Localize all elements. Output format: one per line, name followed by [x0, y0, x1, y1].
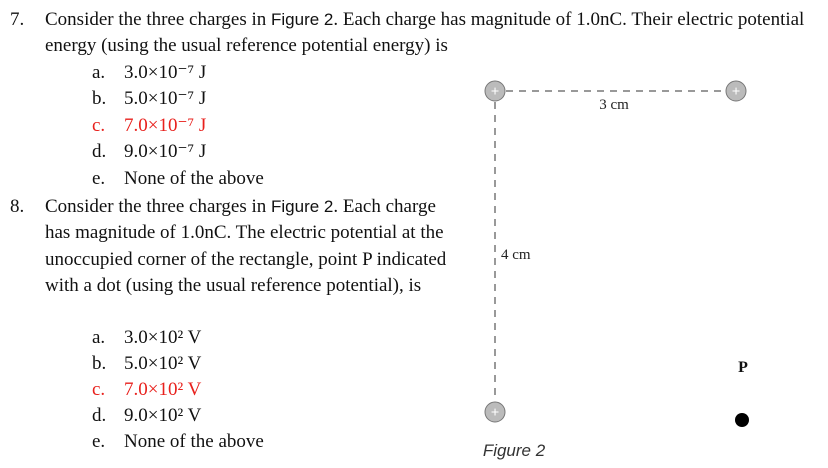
- question-text: Consider the three charges in Figure 2. …: [45, 7, 825, 60]
- option-text: 9.0×10⁻⁷ J: [124, 141, 207, 162]
- option-letter: c.: [92, 115, 106, 136]
- option-text: 5.0×10⁻⁷ J: [124, 88, 207, 109]
- point-label: P: [738, 359, 748, 376]
- question-text: Consider the three charges in Figure 2. …: [45, 194, 465, 299]
- text: Consider the three charges in: [45, 196, 271, 217]
- charge: +: [725, 80, 747, 102]
- option-letter: b.: [92, 353, 107, 374]
- option-text: 9.0×10² V: [124, 405, 202, 426]
- charge-label: +: [491, 405, 500, 421]
- option-text: 7.0×10⁻⁷ J: [124, 115, 207, 136]
- charge-circle: [484, 401, 506, 423]
- option-text: 5.0×10² V: [124, 353, 202, 374]
- charge: +: [484, 80, 506, 102]
- option-letter: a.: [92, 62, 106, 83]
- charge-circle: [725, 80, 747, 102]
- width-label: 3 cm: [599, 97, 629, 113]
- height-label: 4 cm: [501, 247, 531, 263]
- option-text: 3.0×10² V: [124, 327, 202, 348]
- option-letter: d.: [92, 405, 107, 426]
- figure-ref: Figure 2: [271, 10, 334, 29]
- option-letter: a.: [92, 327, 106, 348]
- charge: +: [484, 401, 506, 423]
- option-text: None of the above: [124, 431, 264, 452]
- option-text: None of the above: [124, 168, 264, 189]
- option-text: 3.0×10⁻⁷ J: [124, 62, 207, 83]
- charge-label: +: [491, 84, 500, 100]
- option-letter: d.: [92, 141, 107, 162]
- option-letter: e.: [92, 168, 106, 189]
- option-text: 7.0×10² V: [124, 379, 202, 400]
- text: . Each charge has magnitude of 1.0nC. Th…: [45, 196, 447, 296]
- question-number: 8.: [10, 196, 25, 217]
- text: . Each charge has magnitude of 1.0nC. Th…: [45, 9, 805, 57]
- option-letter: b.: [92, 88, 107, 109]
- figure-caption: Figure 2: [483, 441, 546, 460]
- point-dot: [735, 413, 749, 427]
- charge-label: +: [732, 84, 741, 100]
- question-number: 7.: [10, 9, 25, 30]
- charge-circle: [484, 80, 506, 102]
- option-letter: c.: [92, 379, 106, 400]
- figure-ref: Figure 2: [271, 197, 334, 216]
- text: Consider the three charges in: [45, 9, 271, 30]
- option-letter: e.: [92, 431, 106, 452]
